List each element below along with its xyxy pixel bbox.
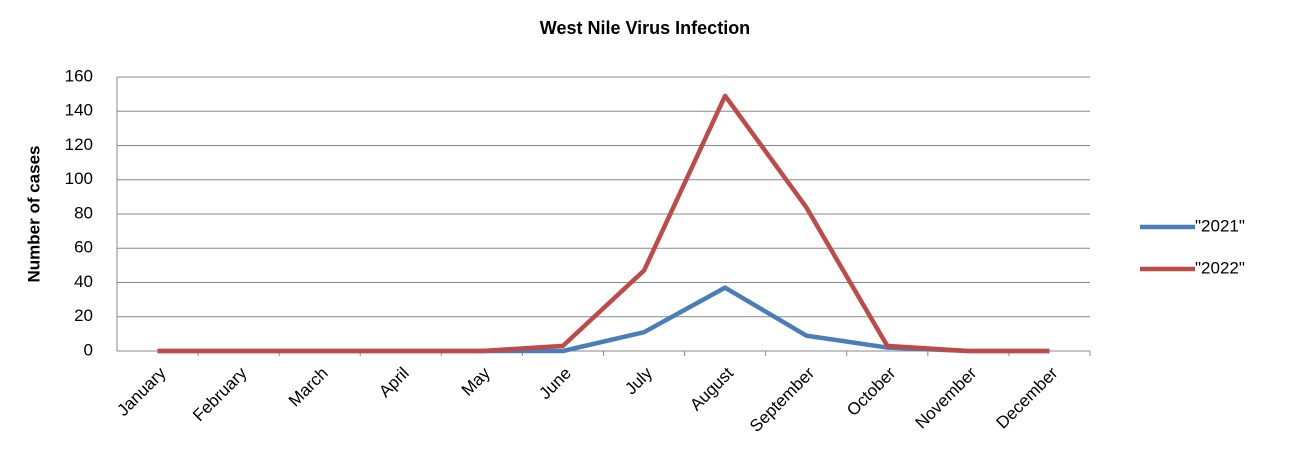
legend-label: "2021" xyxy=(1195,216,1245,235)
y-tick-label: 120 xyxy=(65,135,93,154)
x-tick-label: June xyxy=(535,364,575,404)
legend-label: "2022" xyxy=(1195,258,1245,277)
x-tick-label: October xyxy=(843,363,899,419)
y-tick-label: 140 xyxy=(65,101,93,120)
y-tick-label: 160 xyxy=(65,66,93,85)
x-tick-label: May xyxy=(458,363,494,399)
series-line xyxy=(157,285,1050,354)
chart-title: West Nile Virus Infection xyxy=(540,18,750,38)
x-tick-label: July xyxy=(621,363,656,398)
y-tick-label: 80 xyxy=(74,203,93,222)
x-tick-label: January xyxy=(113,363,170,420)
x-tick-label: September xyxy=(746,363,818,435)
x-tick-label: March xyxy=(285,364,332,411)
x-tick-label: February xyxy=(189,363,251,425)
y-tick-label: 40 xyxy=(74,272,93,291)
x-tick-label: December xyxy=(993,363,1062,432)
series-line xyxy=(157,93,1050,354)
y-axis-label: Number of cases xyxy=(24,146,43,283)
y-tick-label: 0 xyxy=(84,340,93,359)
y-tick-label: 60 xyxy=(74,238,93,257)
x-tick-label: April xyxy=(375,364,412,401)
y-tick-label: 20 xyxy=(74,306,93,325)
x-tick-label: November xyxy=(911,363,980,432)
x-tick-label: August xyxy=(686,363,737,414)
y-tick-label: 100 xyxy=(65,169,93,188)
